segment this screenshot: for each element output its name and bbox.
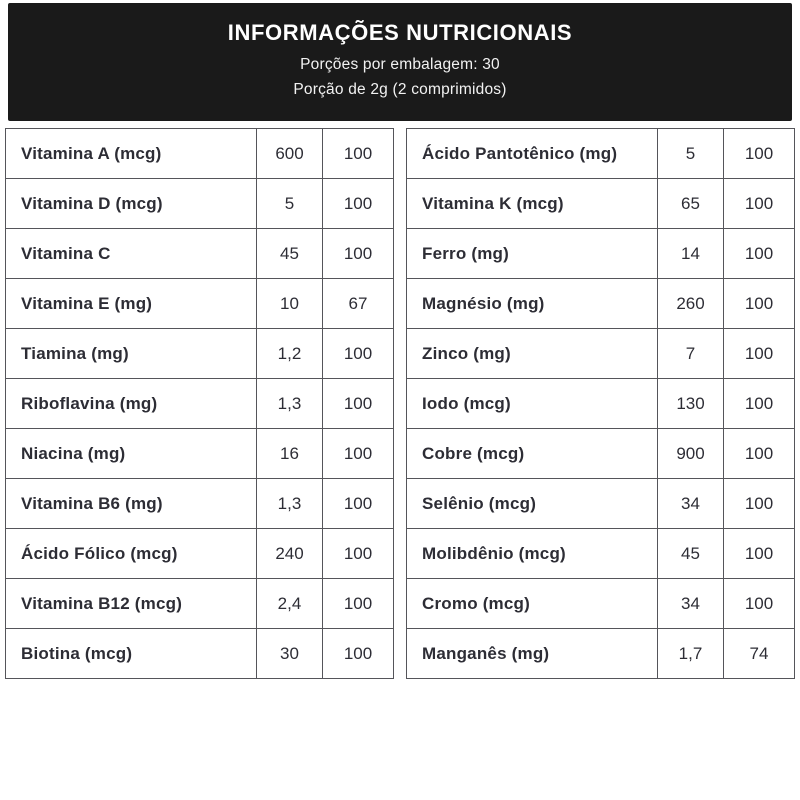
- nutrient-name: Vitamina E (mg): [5, 278, 257, 329]
- nutrient-name: Magnésio (mg): [406, 278, 658, 329]
- nutrient-percent: 100: [723, 178, 795, 229]
- nutrient-value: 30: [256, 628, 323, 679]
- nutrient-table-right: Ácido Pantotênico (mg) 5 100 Vitamina K …: [406, 128, 795, 679]
- nutrient-value: 45: [657, 528, 724, 579]
- nutrient-name: Ácido Pantotênico (mg): [406, 128, 658, 179]
- table-row: Vitamina E (mg) 10 67: [5, 278, 394, 329]
- nutrient-value: 1,7: [657, 628, 724, 679]
- nutrient-name: Biotina (mcg): [5, 628, 257, 679]
- nutrient-name: Vitamina K (mcg): [406, 178, 658, 229]
- nutrient-percent: 100: [322, 578, 394, 629]
- nutrient-percent: 100: [322, 378, 394, 429]
- nutrient-value: 34: [657, 578, 724, 629]
- nutrient-name: Tiamina (mg): [5, 328, 257, 379]
- nutrient-percent: 100: [723, 328, 795, 379]
- nutrient-value: 10: [256, 278, 323, 329]
- nutrient-percent: 100: [723, 378, 795, 429]
- table-row: Ferro (mg) 14 100: [406, 228, 795, 279]
- nutrient-name: Manganês (mg): [406, 628, 658, 679]
- nutrient-name: Vitamina B12 (mcg): [5, 578, 257, 629]
- nutrient-value: 45: [256, 228, 323, 279]
- table-row: Riboflavina (mg) 1,3 100: [5, 378, 394, 429]
- nutrient-name: Vitamina A (mcg): [5, 128, 257, 179]
- nutrient-percent: 100: [322, 628, 394, 679]
- nutrient-name: Vitamina C: [5, 228, 257, 279]
- nutrient-name: Niacina (mg): [5, 428, 257, 479]
- servings-per-package: Porções por embalagem: 30: [300, 56, 500, 73]
- nutrient-name: Ácido Fólico (mcg): [5, 528, 257, 579]
- table-row: Vitamina B6 (mg) 1,3 100: [5, 478, 394, 529]
- nutrient-value: 65: [657, 178, 724, 229]
- nutrient-name: Ferro (mg): [406, 228, 658, 279]
- nutrient-name: Selênio (mcg): [406, 478, 658, 529]
- table-row: Molibdênio (mcg) 45 100: [406, 528, 795, 579]
- tables-area: Vitamina A (mcg) 600 100 Vitamina D (mcg…: [5, 128, 795, 679]
- nutrient-value: 600: [256, 128, 323, 179]
- label-header: INFORMAÇÕES NUTRICIONAIS Porções por emb…: [8, 3, 792, 121]
- nutrient-value: 34: [657, 478, 724, 529]
- nutrient-percent: 100: [723, 228, 795, 279]
- table-row: Vitamina C 45 100: [5, 228, 394, 279]
- nutrient-name: Vitamina B6 (mg): [5, 478, 257, 529]
- nutrient-percent: 100: [322, 178, 394, 229]
- table-row: Cromo (mcg) 34 100: [406, 578, 795, 629]
- nutrient-value: 5: [657, 128, 724, 179]
- nutrient-value: 7: [657, 328, 724, 379]
- nutrient-value: 1,3: [256, 478, 323, 529]
- nutrient-name: Riboflavina (mg): [5, 378, 257, 429]
- nutrient-value: 16: [256, 428, 323, 479]
- nutrient-value: 1,2: [256, 328, 323, 379]
- nutrient-value: 130: [657, 378, 724, 429]
- serving-size: Porção de 2g (2 comprimidos): [293, 81, 507, 98]
- nutrient-value: 240: [256, 528, 323, 579]
- nutrient-value: 1,3: [256, 378, 323, 429]
- nutrient-percent: 100: [322, 328, 394, 379]
- table-row: Tiamina (mg) 1,2 100: [5, 328, 394, 379]
- nutrient-table-left: Vitamina A (mcg) 600 100 Vitamina D (mcg…: [5, 128, 394, 679]
- nutrient-name: Zinco (mg): [406, 328, 658, 379]
- table-row: Vitamina A (mcg) 600 100: [5, 128, 394, 179]
- table-row: Ácido Pantotênico (mg) 5 100: [406, 128, 795, 179]
- nutrient-percent: 100: [723, 278, 795, 329]
- nutrient-value: 5: [256, 178, 323, 229]
- nutrient-name: Cobre (mcg): [406, 428, 658, 479]
- nutrient-percent: 100: [723, 128, 795, 179]
- nutrient-percent: 100: [322, 228, 394, 279]
- nutrient-name: Molibdênio (mcg): [406, 528, 658, 579]
- nutrient-value: 900: [657, 428, 724, 479]
- table-row: Iodo (mcg) 130 100: [406, 378, 795, 429]
- nutrient-value: 2,4: [256, 578, 323, 629]
- table-row: Selênio (mcg) 34 100: [406, 478, 795, 529]
- table-row: Zinco (mg) 7 100: [406, 328, 795, 379]
- nutrient-name: Cromo (mcg): [406, 578, 658, 629]
- table-row: Vitamina K (mcg) 65 100: [406, 178, 795, 229]
- table-row: Cobre (mcg) 900 100: [406, 428, 795, 479]
- nutrient-value: 14: [657, 228, 724, 279]
- nutrient-percent: 74: [723, 628, 795, 679]
- table-row: Manganês (mg) 1,7 74: [406, 628, 795, 679]
- nutrient-name: Vitamina D (mcg): [5, 178, 257, 229]
- table-row: Biotina (mcg) 30 100: [5, 628, 394, 679]
- table-row: Vitamina B12 (mcg) 2,4 100: [5, 578, 394, 629]
- table-row: Ácido Fólico (mcg) 240 100: [5, 528, 394, 579]
- nutrient-percent: 100: [322, 128, 394, 179]
- nutrient-percent: 100: [723, 428, 795, 479]
- nutrient-percent: 100: [322, 428, 394, 479]
- nutrient-name: Iodo (mcg): [406, 378, 658, 429]
- table-row: Niacina (mg) 16 100: [5, 428, 394, 479]
- label-title: INFORMAÇÕES NUTRICIONAIS: [227, 20, 573, 45]
- table-row: Magnésio (mg) 260 100: [406, 278, 795, 329]
- nutrient-percent: 100: [322, 478, 394, 529]
- nutrient-percent: 67: [322, 278, 394, 329]
- nutrient-percent: 100: [723, 478, 795, 529]
- nutrient-percent: 100: [723, 578, 795, 629]
- table-row: Vitamina D (mcg) 5 100: [5, 178, 394, 229]
- nutrient-percent: 100: [322, 528, 394, 579]
- nutrient-percent: 100: [723, 528, 795, 579]
- nutrient-value: 260: [657, 278, 724, 329]
